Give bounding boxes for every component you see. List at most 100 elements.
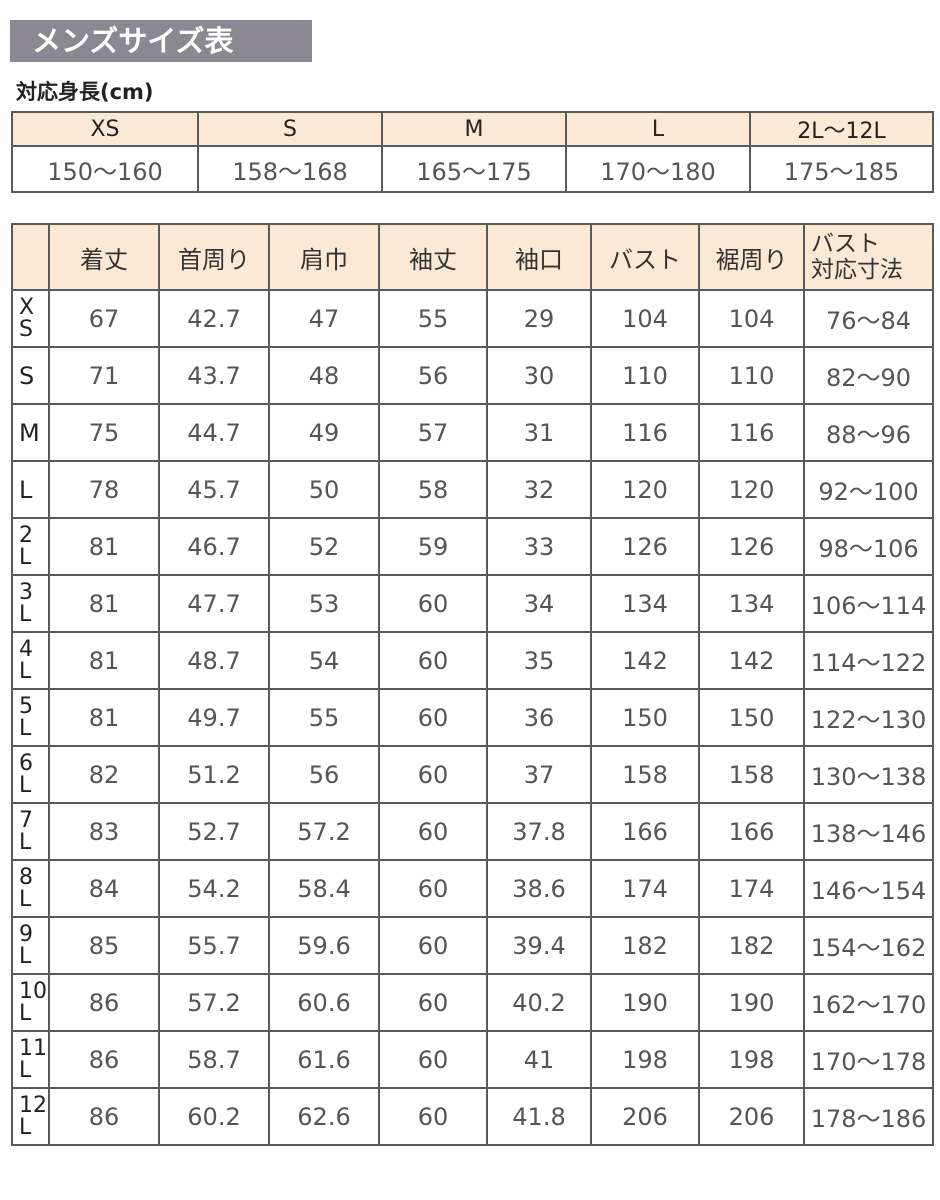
height-section-label: 対応身長(cm) [16, 80, 154, 104]
value-cell: 52.7 [158, 802, 270, 861]
height-size-header: S [197, 111, 383, 147]
value-cell: 198 [698, 1030, 805, 1089]
size-label-part: 7 [19, 807, 33, 833]
table-row: 10 L 86 57.2 60.6 60 40.2 190 190 162〜170 [11, 973, 934, 1032]
value-cell: 86 [48, 973, 160, 1032]
value-cell: 82 [48, 745, 160, 804]
size-label-part: 6 [19, 750, 33, 776]
table-row: 11 L 86 58.7 61.6 60 41 198 198 170〜178 [11, 1030, 934, 1089]
size-label-part: 11 [19, 1035, 47, 1061]
value-cell: 30 [486, 346, 592, 405]
column-header: 裾周り [698, 223, 805, 291]
size-label-cell: M [11, 403, 50, 462]
column-header: バスト [590, 223, 700, 291]
size-table: 着丈 首周り 肩巾 袖丈 袖口 バスト 裾周り バスト 対応寸法 X S 67 42.7 47 55 29 1… [11, 223, 934, 1146]
value-cell: 81 [48, 631, 160, 690]
size-label-part: L [19, 1000, 32, 1026]
value-cell: 59 [378, 517, 488, 576]
value-cell: 59.6 [268, 916, 380, 975]
value-cell: 60.2 [158, 1087, 270, 1146]
size-corner-cell [11, 223, 50, 291]
value-cell: 84 [48, 859, 160, 918]
size-label-part: 10 [19, 978, 47, 1004]
height-range-cell: 170〜180 [565, 145, 751, 193]
value-cell: 60 [378, 916, 488, 975]
size-label-cell: 11 L [11, 1030, 50, 1089]
value-cell: 60 [378, 745, 488, 804]
value-cell: 78 [48, 460, 160, 519]
size-label-part: M [19, 418, 40, 447]
table-row: 7 L 83 52.7 57.2 60 37.8 166 166 138〜146 [11, 802, 934, 861]
value-cell: 75 [48, 403, 160, 462]
size-table-header: 着丈 首周り 肩巾 袖丈 袖口 バスト 裾周り バスト 対応寸法 [11, 223, 934, 291]
value-cell: 58.4 [268, 859, 380, 918]
size-label-part: L [19, 715, 32, 741]
value-cell: 174 [590, 859, 700, 918]
value-cell: 46.7 [158, 517, 270, 576]
column-header: 肩巾 [268, 223, 380, 291]
value-cell: 134 [590, 574, 700, 633]
value-cell: 98〜106 [803, 517, 934, 576]
value-cell: 36 [486, 688, 592, 747]
value-cell: 48 [268, 346, 380, 405]
value-cell: 182 [590, 916, 700, 975]
value-cell: 154〜162 [803, 916, 934, 975]
value-cell: 122〜130 [803, 688, 934, 747]
value-cell: 60 [378, 1087, 488, 1146]
value-cell: 57 [378, 403, 488, 462]
table-row: 3 L 81 47.7 53 60 34 134 134 106〜114 [11, 574, 934, 633]
value-cell: 116 [698, 403, 805, 462]
value-cell: 58.7 [158, 1030, 270, 1089]
value-cell: 34 [486, 574, 592, 633]
value-cell: 33 [486, 517, 592, 576]
value-cell: 32 [486, 460, 592, 519]
value-cell: 120 [698, 460, 805, 519]
value-cell: 67 [48, 289, 160, 348]
value-cell: 82〜90 [803, 346, 934, 405]
value-cell: 76〜84 [803, 289, 934, 348]
value-cell: 142 [590, 631, 700, 690]
size-label-part: L [19, 772, 32, 798]
size-label-part: S [19, 316, 33, 342]
height-size-header: XS [11, 111, 199, 147]
value-cell: 104 [590, 289, 700, 348]
size-label-cell: S [11, 346, 50, 405]
size-label-part: S [19, 361, 35, 390]
column-header: 首周り [158, 223, 270, 291]
value-cell: 41 [486, 1030, 592, 1089]
table-row: 12 L 86 60.2 62.6 60 41.8 206 206 178〜186 [11, 1087, 934, 1146]
column-header-line: 対応寸法 [811, 257, 903, 283]
value-cell: 182 [698, 916, 805, 975]
value-cell: 178〜186 [803, 1087, 934, 1146]
column-header-line: バスト [811, 231, 880, 257]
value-cell: 206 [698, 1087, 805, 1146]
size-label-part: 4 [19, 636, 33, 662]
value-cell: 37 [486, 745, 592, 804]
value-cell: 41.8 [486, 1087, 592, 1146]
table-row: L 78 45.7 50 58 32 120 120 92〜100 [11, 460, 934, 519]
table-row: M 75 44.7 49 57 31 116 116 88〜96 [11, 403, 934, 462]
value-cell: 116 [590, 403, 700, 462]
value-cell: 130〜138 [803, 745, 934, 804]
value-cell: 126 [698, 517, 805, 576]
size-label-part: L [19, 1114, 32, 1140]
value-cell: 138〜146 [803, 802, 934, 861]
value-cell: 55.7 [158, 916, 270, 975]
value-cell: 49 [268, 403, 380, 462]
value-cell: 120 [590, 460, 700, 519]
table-row: 8 L 84 54.2 58.4 60 38.6 174 174 146〜154 [11, 859, 934, 918]
value-cell: 55 [378, 289, 488, 348]
value-cell: 126 [590, 517, 700, 576]
height-range-row: 150〜160 158〜168 165〜175 170〜180 175〜185 [11, 145, 934, 193]
table-row: 5 L 81 49.7 55 60 36 150 150 122〜130 [11, 688, 934, 747]
size-label-part: L [19, 829, 32, 855]
value-cell: 198 [590, 1030, 700, 1089]
value-cell: 60 [378, 859, 488, 918]
size-label-part: L [19, 1057, 32, 1083]
value-cell: 50 [268, 460, 380, 519]
size-label-cell: L [11, 460, 50, 519]
